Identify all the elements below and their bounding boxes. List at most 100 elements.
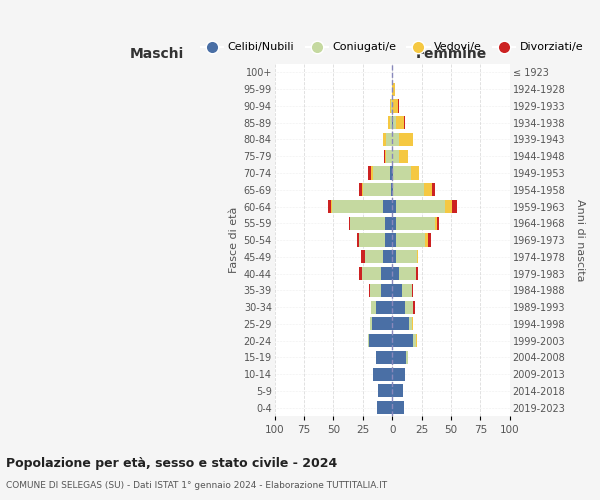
Bar — [392, 200, 396, 213]
Bar — [392, 116, 394, 130]
Text: Maschi: Maschi — [130, 46, 184, 60]
Bar — [383, 250, 392, 264]
Bar — [390, 100, 391, 112]
Bar — [369, 334, 392, 347]
Bar — [388, 116, 390, 130]
Bar — [417, 250, 418, 264]
Bar — [383, 200, 392, 213]
Bar — [392, 284, 401, 297]
Bar — [392, 351, 406, 364]
Bar — [392, 216, 396, 230]
Bar — [385, 150, 386, 163]
Bar — [392, 318, 409, 330]
Bar — [369, 284, 370, 297]
Bar — [370, 284, 380, 297]
Bar — [357, 234, 359, 246]
Bar — [396, 250, 417, 264]
Bar — [394, 116, 396, 130]
Bar — [409, 318, 412, 330]
Bar — [413, 334, 416, 347]
Y-axis label: Anni di nascita: Anni di nascita — [575, 199, 585, 281]
Bar — [405, 300, 413, 314]
Bar — [392, 166, 394, 179]
Bar — [412, 284, 413, 297]
Bar — [390, 116, 392, 130]
Bar — [424, 183, 432, 196]
Bar — [377, 401, 392, 414]
Bar — [383, 133, 386, 146]
Bar — [362, 183, 363, 196]
Bar — [400, 150, 407, 163]
Bar — [404, 116, 405, 130]
Text: Popolazione per età, sesso e stato civile - 2024: Popolazione per età, sesso e stato civil… — [6, 458, 337, 470]
Bar — [434, 216, 437, 230]
Bar — [350, 216, 385, 230]
Y-axis label: Fasce di età: Fasce di età — [229, 207, 239, 273]
Bar — [413, 300, 415, 314]
Bar — [359, 234, 385, 246]
Bar — [394, 166, 411, 179]
Bar — [392, 133, 400, 146]
Bar — [373, 166, 390, 179]
Bar — [380, 284, 392, 297]
Bar — [391, 100, 392, 112]
Bar — [396, 234, 425, 246]
Legend: Celibi/Nubili, Coniugati/e, Vedovi/e, Divorziati/e: Celibi/Nubili, Coniugati/e, Vedovi/e, Di… — [197, 38, 588, 57]
Bar — [392, 234, 396, 246]
Bar — [362, 267, 380, 280]
Bar — [386, 150, 392, 163]
Bar — [385, 216, 392, 230]
Bar — [392, 100, 398, 112]
Bar — [384, 150, 385, 163]
Bar — [349, 216, 350, 230]
Bar — [412, 318, 413, 330]
Bar — [437, 216, 439, 230]
Bar — [376, 351, 392, 364]
Bar — [396, 116, 404, 130]
Bar — [385, 234, 392, 246]
Bar — [331, 200, 332, 213]
Bar — [392, 300, 405, 314]
Bar — [416, 267, 418, 280]
Bar — [392, 183, 394, 196]
Bar — [361, 250, 365, 264]
Bar — [396, 216, 434, 230]
Bar — [432, 183, 434, 196]
Bar — [452, 200, 457, 213]
Bar — [445, 200, 452, 213]
Bar — [391, 183, 392, 196]
Bar — [363, 183, 391, 196]
Bar — [428, 234, 431, 246]
Bar — [392, 368, 405, 380]
Bar — [392, 250, 396, 264]
Bar — [396, 200, 445, 213]
Bar — [380, 267, 392, 280]
Bar — [392, 334, 413, 347]
Bar — [368, 334, 369, 347]
Bar — [416, 334, 417, 347]
Bar — [371, 166, 373, 179]
Bar — [392, 401, 404, 414]
Bar — [390, 166, 392, 179]
Text: COMUNE DI SELEGAS (SU) - Dati ISTAT 1° gennaio 2024 - Elaborazione TUTTITALIA.IT: COMUNE DI SELEGAS (SU) - Dati ISTAT 1° g… — [6, 481, 387, 490]
Bar — [373, 368, 392, 380]
Bar — [332, 200, 383, 213]
Bar — [411, 166, 419, 179]
Bar — [359, 267, 362, 280]
Bar — [392, 384, 403, 398]
Bar — [394, 183, 424, 196]
Bar — [368, 166, 371, 179]
Text: Femmine: Femmine — [415, 46, 487, 60]
Bar — [359, 183, 362, 196]
Bar — [406, 351, 407, 364]
Bar — [386, 133, 392, 146]
Bar — [372, 318, 392, 330]
Bar — [392, 267, 400, 280]
Bar — [365, 250, 383, 264]
Bar — [378, 384, 392, 398]
Bar — [400, 267, 416, 280]
Bar — [370, 318, 372, 330]
Bar — [371, 300, 376, 314]
Bar — [328, 200, 331, 213]
Bar — [392, 82, 395, 96]
